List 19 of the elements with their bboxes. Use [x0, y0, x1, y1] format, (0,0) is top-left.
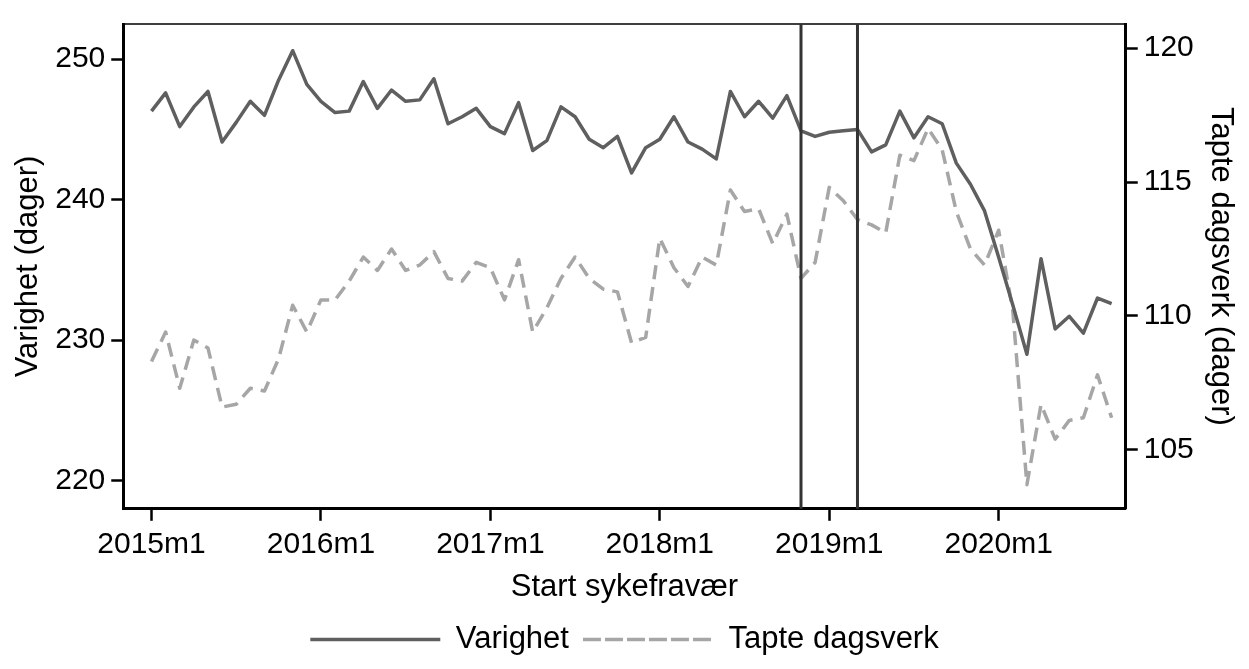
- x-tick-label: 2019m1: [775, 526, 884, 560]
- x-axis-title: Start sykefravær: [510, 567, 739, 603]
- y-tick-label: 230: [55, 321, 106, 355]
- y-tick-label: 250: [55, 40, 106, 74]
- x-tick-label: 2016m1: [266, 526, 376, 560]
- y2-tick-label: 105: [1143, 431, 1194, 465]
- x-tick-label: 2018m1: [605, 526, 715, 560]
- y-axis-title: Varighet (dager): [9, 155, 45, 378]
- y2-tick-label: 115: [1143, 163, 1192, 197]
- y2-axis-title: Tapte dagsverk (dager): [1204, 107, 1240, 426]
- legend-label: Tapte dagsverk: [728, 620, 940, 656]
- x-tick-label: 2020m1: [944, 526, 1053, 560]
- y-tick-label: 240: [55, 180, 106, 214]
- y2-tick-label: 110: [1143, 297, 1192, 331]
- x-tick-label: 2015m1: [97, 526, 206, 560]
- y2-tick-label: 120: [1143, 29, 1194, 63]
- legend-label: Varighet: [455, 620, 570, 656]
- y-tick-label: 220: [55, 461, 106, 495]
- x-tick-label: 2017m1: [436, 526, 545, 560]
